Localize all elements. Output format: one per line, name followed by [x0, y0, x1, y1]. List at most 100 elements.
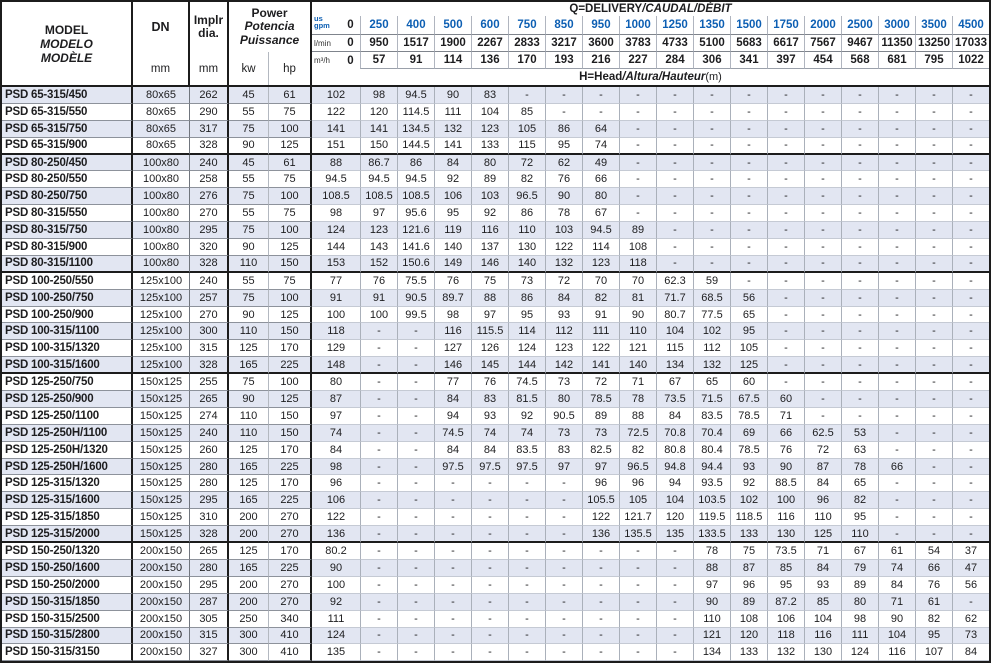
head-cell: 106 — [312, 492, 360, 510]
kw-cell: 45 — [229, 87, 269, 104]
head-cell: - — [619, 205, 656, 223]
head-cell: - — [841, 357, 878, 375]
head-cell: 121.7 — [619, 509, 656, 527]
head-cell: 59 — [693, 272, 730, 290]
head-cell: - — [915, 424, 952, 442]
head-cell: - — [619, 627, 656, 645]
head-cell: - — [915, 222, 952, 240]
head-cell: 126 — [471, 340, 508, 358]
head-cell: - — [767, 154, 804, 172]
flow-value: 91 — [397, 52, 434, 69]
head-cell: 104 — [471, 103, 508, 121]
head-cell: 115.5 — [471, 323, 508, 341]
head-cell: 95.6 — [397, 205, 434, 223]
head-cell: - — [841, 103, 878, 121]
hp-cell: 170 — [269, 475, 312, 493]
head-cell: - — [360, 407, 397, 425]
head-cell: 62.5 — [804, 424, 841, 442]
head-cell: 132 — [434, 120, 471, 138]
head-cell: 95 — [508, 306, 545, 324]
kw-cell: 55 — [229, 103, 269, 121]
head-cell: 106 — [767, 610, 804, 628]
impeller-dia-cell: 287 — [190, 593, 229, 611]
head-cell: - — [767, 87, 804, 104]
head-title: H=Head/Altura/Hauteur (m) — [579, 71, 722, 83]
head-cell: - — [915, 357, 952, 375]
model-cell: PSD 100-315/1320 — [2, 340, 133, 358]
head-cell: 104 — [656, 323, 693, 341]
head-cell: 121 — [619, 340, 656, 358]
head-cell: - — [508, 610, 545, 628]
head-cell: - — [693, 87, 730, 104]
head-cell: 71 — [619, 374, 656, 392]
head-cell: - — [360, 424, 397, 442]
head-cell: 90 — [312, 559, 360, 577]
head-cell: - — [582, 87, 619, 104]
head-cell: 76 — [471, 374, 508, 392]
hp-cell: 75 — [269, 103, 312, 121]
head-cell: 96 — [312, 475, 360, 493]
flow-value: 4733 — [656, 35, 693, 52]
head-cell: 84 — [312, 442, 360, 459]
head-cell: - — [952, 306, 989, 324]
head-cell: 93.5 — [693, 475, 730, 493]
head-cell: 60 — [730, 374, 767, 392]
head-cell: - — [767, 120, 804, 138]
table-row: PSD 65-315/450 80x65 262 45 61 102 98 94.5 90 83-… — [2, 87, 989, 104]
head-cell: - — [619, 171, 656, 189]
head-cell: 84 — [434, 154, 471, 172]
head-cell: 94 — [434, 407, 471, 425]
head-cell: - — [693, 171, 730, 189]
head-cell: 87.2 — [767, 593, 804, 611]
head-cell: 37 — [952, 543, 989, 560]
head-cell: 66 — [915, 559, 952, 577]
head-cell: 86 — [508, 205, 545, 223]
flow-value: 341 — [730, 52, 767, 69]
impeller-dia-cell: 328 — [190, 526, 229, 544]
head-cell: 83 — [545, 441, 582, 459]
head-cell: - — [804, 357, 841, 375]
table-row: PSD 125-250/900 150x125 265 90 125 87- -84 83 81… — [2, 391, 989, 408]
head-cell: 76 — [767, 441, 804, 459]
head-cell: 105 — [730, 340, 767, 358]
head-cell: - — [545, 559, 582, 577]
head-cell: - — [878, 103, 915, 121]
head-cell: 70 — [619, 272, 656, 290]
head-cell: - — [360, 593, 397, 611]
head-cell: - — [397, 374, 434, 392]
head-cell: - — [767, 222, 804, 240]
dn-cell: 125x100 — [133, 306, 190, 324]
dn-column-header: DN — [133, 2, 190, 52]
head-cell: 116 — [878, 644, 915, 662]
hp-cell: 75 — [269, 272, 312, 290]
flow-value: 136 — [471, 52, 508, 69]
head-cell: 65 — [730, 306, 767, 324]
head-cell: 86 — [397, 154, 434, 172]
table-row: PSD 100-315/1600 125x100 328 165 225 148- -146… — [2, 357, 989, 375]
flow-value: 3600 — [582, 35, 619, 52]
head-cell: 132 — [545, 255, 582, 273]
impeller-dia-cell: 295 — [190, 492, 229, 510]
head-cell: 130 — [508, 239, 545, 256]
flow-value: 114 — [434, 52, 471, 69]
flow-value: 397 — [767, 52, 804, 69]
head-cell: 125 — [804, 526, 841, 544]
head-cell: - — [397, 526, 434, 544]
head-cell: - — [508, 526, 545, 544]
head-cell: 73 — [545, 374, 582, 392]
head-cell: - — [952, 526, 989, 544]
head-cell: 97 — [545, 458, 582, 476]
flow-value: 3217 — [545, 35, 582, 52]
head-cell: 79 — [841, 559, 878, 577]
flow-value: 17033 — [952, 35, 989, 52]
kw-cell: 165 — [229, 559, 269, 577]
table-row: PSD 125-315/1600 150x125 295 165 225 106- - - - -… — [2, 492, 989, 510]
head-cell: - — [656, 188, 693, 206]
dn-unit: mm — [133, 52, 190, 85]
table-row: PSD 65-315/750 80x65 317 75 100 141 141 134.5 13… — [2, 120, 989, 138]
flow-value: 7567 — [804, 35, 841, 52]
head-cell: 133 — [730, 526, 767, 544]
head-cell: - — [619, 593, 656, 611]
head-cell: - — [878, 272, 915, 290]
head-cell: - — [508, 509, 545, 527]
